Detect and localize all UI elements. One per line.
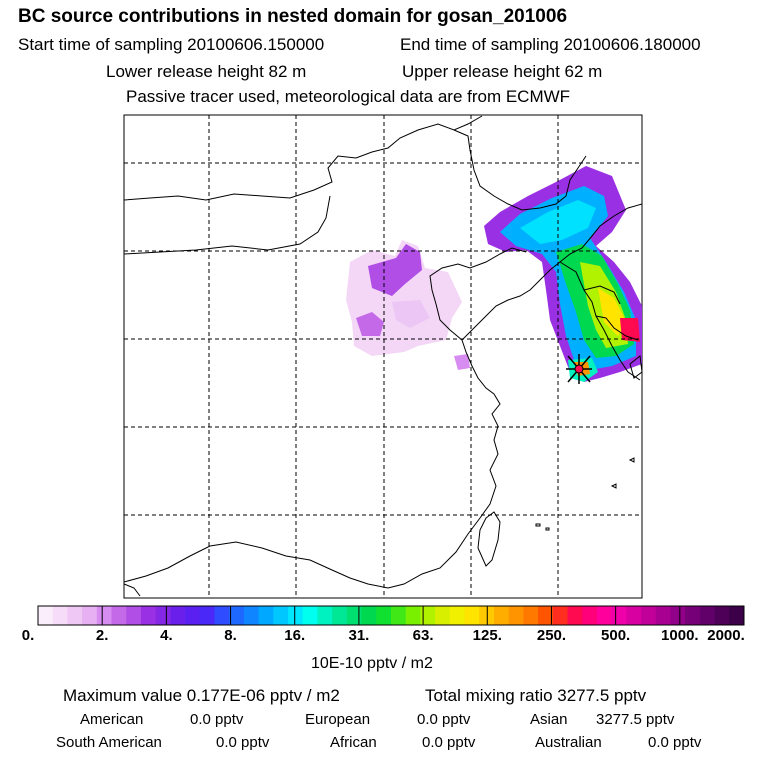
colorbar-swatch [185, 606, 201, 625]
colorbar-swatch [258, 606, 274, 625]
colorbar-swatch [596, 606, 613, 625]
region-label-european: European [305, 711, 371, 728]
region-label-asian: Asian [530, 711, 568, 728]
end-time-label: End time of sampling 20100606.180000 [400, 35, 701, 54]
region-value-australian: 0.0 pptv [648, 734, 702, 751]
colorbar-swatch [140, 606, 157, 625]
colorbar-swatch [567, 606, 583, 625]
colorbar-swatch [288, 606, 304, 625]
colorbar-swatch [391, 606, 407, 625]
colorbar-swatch [508, 606, 524, 625]
colorbar-frame [37, 605, 745, 626]
colorbar-swatch [538, 606, 554, 625]
colorbar-swatch [435, 606, 451, 625]
colorbar-swatch [155, 606, 171, 625]
colorbar-swatch [670, 606, 686, 625]
colorbar-swatch [552, 606, 568, 625]
region-label-south-american: South American [56, 734, 162, 751]
lat-lon-grid [124, 115, 642, 598]
colorbar [37, 605, 745, 626]
map-title: BC source contributions in nested domain… [18, 6, 568, 27]
colorbar-tick-label: 2000. [707, 627, 745, 644]
colorbar-swatch [317, 606, 333, 625]
colorbar-swatch [243, 606, 260, 625]
region-value-american: 0.0 pptv [190, 711, 244, 728]
region-value-asian: 3277.5 pptv [596, 711, 675, 728]
colorbar-swatch [376, 606, 392, 625]
total-mixing-ratio: Total mixing ratio 3277.5 pptv [425, 686, 647, 705]
colorbar-swatch [346, 606, 362, 625]
colorbar-swatch [52, 606, 68, 625]
region-label-american: American [80, 711, 144, 728]
colorbar-swatch [170, 606, 186, 625]
colorbar-swatch [523, 606, 539, 625]
colorbar-swatch [96, 606, 112, 625]
colorbar-swatch [464, 606, 480, 625]
colorbar-swatch [302, 606, 318, 625]
colorbar-swatch [420, 606, 436, 625]
region-label-australian: Australian [535, 734, 602, 751]
colorbar-swatch [82, 606, 98, 625]
colorbar-swatch [626, 606, 642, 625]
colorbar-tick-label: 0. [21, 627, 35, 644]
colorbar-tick-label: 4. [160, 627, 173, 644]
receptor-marker [566, 354, 592, 384]
colorbar-swatch [729, 606, 745, 625]
region-value-south-american: 0.0 pptv [216, 734, 270, 751]
colorbar-swatch [655, 606, 671, 625]
colorbar-swatch [361, 606, 377, 625]
colorbar-tick-label: 1000. [661, 627, 699, 644]
colorbar-tick-label: 16. [284, 627, 306, 644]
colorbar-swatch [111, 606, 127, 625]
colorbar-swatch [405, 606, 421, 625]
colorbar-swatch [214, 606, 230, 625]
colorbar-swatch [699, 606, 715, 625]
colorbar-swatch [38, 606, 54, 625]
colorbar-tick-label: 31. [348, 627, 370, 644]
region-label-african: African [330, 734, 377, 751]
maximum-value: Maximum value 0.177E-06 pptv / m2 [63, 686, 340, 705]
colorbar-swatch [582, 606, 598, 625]
colorbar-swatch [449, 606, 465, 625]
region-value-african: 0.0 pptv [422, 734, 476, 751]
colorbar-tick-label: 125. [472, 627, 502, 644]
coastlines [124, 115, 642, 597]
tracer-note: Passive tracer used, meteorological data… [126, 87, 571, 106]
colorbar-unit: 10E-10 pptv / m2 [311, 655, 433, 672]
colorbar-swatch [611, 606, 627, 625]
colorbar-swatch [199, 606, 215, 625]
upper-release-label: Upper release height 62 m [402, 62, 603, 81]
colorbar-swatch [67, 606, 83, 625]
colorbar-swatch [493, 606, 510, 625]
colorbar-swatch [273, 606, 289, 625]
colorbar-swatch [714, 606, 730, 625]
colorbar-swatch [641, 606, 657, 625]
colorbar-tick-label: 2. [95, 627, 109, 644]
region-value-european: 0.0 pptv [417, 711, 471, 728]
colorbar-swatch [126, 606, 142, 625]
colorbar-swatch [685, 606, 701, 625]
colorbar-tick-label: 8. [224, 627, 237, 644]
colorbar-swatch [332, 606, 348, 625]
colorbar-tick-label: 63. [412, 627, 434, 644]
lower-release-label: Lower release height 82 m [106, 62, 307, 81]
start-time-label: Start time of sampling 20100606.150000 [18, 35, 325, 54]
colorbar-tick-label: 500. [601, 627, 631, 644]
colorbar-swatch [229, 606, 245, 625]
colorbar-tick-label: 250. [536, 627, 567, 644]
